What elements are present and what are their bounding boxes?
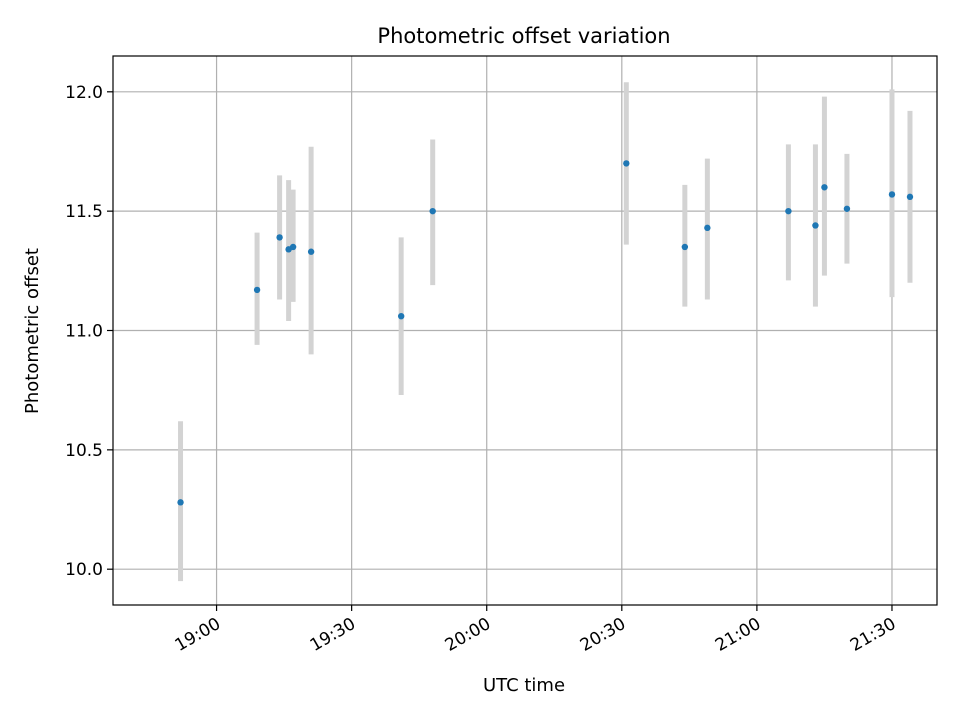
data-points bbox=[177, 160, 914, 506]
chart-title: Photometric offset variation bbox=[377, 24, 670, 48]
data-point bbox=[177, 499, 184, 506]
data-point bbox=[704, 224, 711, 232]
ticks: 19:00 19:30 20:00 20:30 21:00 21:30 10.0 10.5 11… bbox=[65, 83, 899, 656]
x-axis-label: UTC time bbox=[483, 675, 565, 696]
data-point bbox=[906, 193, 914, 201]
x-tick-label: 19:00 bbox=[172, 614, 224, 656]
x-tick-label: 20:30 bbox=[577, 614, 629, 656]
y-axis-label: Photometric offset bbox=[22, 248, 43, 414]
data-point bbox=[812, 222, 819, 229]
y-tick-label: 10.5 bbox=[65, 441, 103, 461]
data-point bbox=[681, 243, 689, 251]
grid bbox=[113, 56, 937, 605]
x-tick-label: 20:00 bbox=[442, 614, 494, 656]
y-tick-label: 10.0 bbox=[65, 560, 103, 580]
data-point bbox=[289, 243, 297, 251]
data-point bbox=[623, 160, 630, 167]
x-tick-label: 19:30 bbox=[307, 614, 359, 656]
data-point bbox=[253, 286, 261, 294]
data-point bbox=[276, 234, 283, 241]
data-point bbox=[888, 191, 896, 198]
data-point bbox=[397, 312, 405, 320]
error-bars bbox=[178, 82, 913, 582]
x-tick-label: 21:30 bbox=[847, 614, 899, 656]
data-point bbox=[785, 207, 792, 215]
y-tick-label: 11.5 bbox=[65, 202, 103, 222]
data-point bbox=[843, 205, 851, 212]
x-tick-label: 21:00 bbox=[712, 614, 764, 656]
y-tick-label: 11.0 bbox=[65, 322, 103, 342]
y-tick-label: 12.0 bbox=[65, 83, 103, 103]
data-point bbox=[821, 184, 828, 191]
data-point bbox=[429, 207, 436, 215]
data-point bbox=[307, 248, 315, 255]
